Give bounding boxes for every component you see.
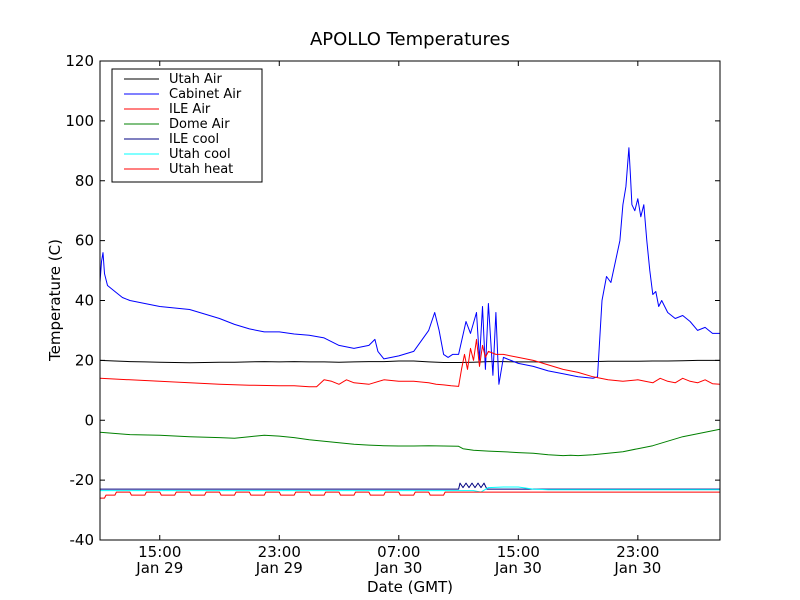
x-tick-label-time: 23:00 — [616, 543, 659, 561]
x-axis-title: Date (GMT) — [367, 578, 453, 596]
y-tick-label: -20 — [70, 471, 95, 489]
x-tick-label-time: 15:00 — [497, 543, 540, 561]
x-tick-label-time: 07:00 — [377, 543, 420, 561]
x-tick-label-date: Jan 30 — [494, 559, 542, 577]
y-axis-ticks: -40 -20 0 20 40 60 80 100 120 — [65, 52, 720, 549]
plot-border — [99, 60, 721, 541]
x-tick-label-date: Jan 30 — [374, 559, 422, 577]
legend-label-utah-cool: Utah cool — [169, 147, 231, 162]
legend-label-utah-heat: Utah heat — [169, 162, 233, 177]
legend-label-ile-air: ILE Air — [169, 102, 211, 117]
x-tick-label-time: 23:00 — [258, 543, 301, 561]
legend-label-cabinet-air: Cabinet Air — [169, 87, 242, 102]
y-tick-label: 20 — [75, 351, 94, 369]
y-tick-label: 80 — [75, 172, 94, 190]
series-line-cabinet-air — [100, 147, 720, 385]
x-tick-label-date: Jan 29 — [135, 559, 183, 577]
series-line-utah-air — [100, 359, 720, 364]
x-tick-label-date: Jan 29 — [255, 559, 303, 577]
legend-label-ile-cool: ILE cool — [169, 132, 219, 147]
y-tick-label: 60 — [75, 232, 94, 250]
series-line-dome-air — [100, 428, 720, 457]
legend-label-dome-air: Dome Air — [169, 117, 230, 132]
data-series — [100, 147, 720, 499]
legend-box — [111, 68, 263, 183]
series-line-utah-heat — [100, 491, 720, 499]
chart-title: APOLLO Temperatures — [310, 29, 510, 50]
y-tick-label: 40 — [75, 292, 94, 310]
series-line-utah-cool — [100, 486, 720, 493]
legend-label-utah-air: Utah Air — [169, 72, 222, 87]
x-tick-label-date: Jan 30 — [613, 559, 661, 577]
series-line-ile-air — [100, 338, 720, 388]
y-tick-label: 100 — [65, 112, 94, 130]
y-tick-label: -40 — [70, 531, 95, 549]
y-axis-title: Temperature (C) — [46, 239, 64, 362]
x-tick-label-time: 15:00 — [138, 543, 181, 561]
y-tick-label: 120 — [65, 52, 94, 70]
y-tick-label: 0 — [84, 411, 94, 429]
series-line-ile-cool — [100, 482, 720, 490]
